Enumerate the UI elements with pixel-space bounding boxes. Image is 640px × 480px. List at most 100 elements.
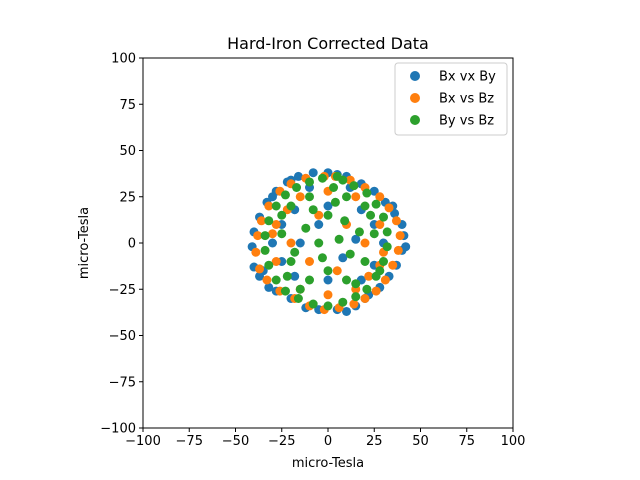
x-tick-label: 50 <box>412 434 429 449</box>
data-point <box>277 229 287 239</box>
data-point <box>314 238 324 248</box>
data-point <box>282 271 292 281</box>
data-point <box>317 253 327 263</box>
data-point <box>314 220 324 229</box>
data-points <box>247 168 411 316</box>
data-point <box>264 282 274 292</box>
data-point <box>271 220 281 229</box>
x-tick-label: 25 <box>366 434 383 449</box>
x-axis-label: micro-Tesla <box>292 456 364 471</box>
data-point <box>286 201 296 211</box>
data-point <box>369 229 379 239</box>
y-axis: −100 −75 −50 −25 0 25 50 75 100 <box>100 52 143 437</box>
y-tick-label: 0 <box>128 237 136 252</box>
data-point <box>251 247 261 257</box>
data-point <box>330 197 340 207</box>
data-point <box>351 279 361 289</box>
data-point <box>332 266 342 276</box>
data-point <box>290 271 300 281</box>
data-point <box>293 294 303 303</box>
x-tick-label: 75 <box>458 434 475 449</box>
x-tick-label: −100 <box>125 434 161 449</box>
data-point <box>338 175 348 185</box>
data-point <box>379 257 388 266</box>
data-point <box>305 177 314 187</box>
data-point <box>329 183 339 192</box>
data-point <box>360 257 370 266</box>
y-tick-label: −50 <box>109 329 136 344</box>
data-point <box>314 210 324 220</box>
legend-marker <box>410 115 420 125</box>
y-tick-label: 100 <box>111 52 136 67</box>
data-point <box>391 216 401 226</box>
legend-marker <box>410 93 420 103</box>
data-point <box>264 216 274 226</box>
legend-label: Bx vs Bz <box>439 92 494 107</box>
data-point <box>349 181 359 191</box>
data-point <box>338 253 348 263</box>
data-point <box>382 242 392 252</box>
data-point <box>292 183 302 192</box>
data-point <box>375 266 385 276</box>
legend-marker <box>410 71 420 81</box>
data-point <box>384 203 394 213</box>
data-point <box>375 220 385 229</box>
data-point <box>295 284 305 294</box>
data-point <box>286 257 296 266</box>
data-point <box>351 234 361 244</box>
data-point <box>280 286 290 296</box>
data-point <box>277 210 287 220</box>
data-point <box>379 212 388 222</box>
data-point <box>323 290 333 300</box>
data-point <box>393 245 403 255</box>
data-point <box>388 260 398 270</box>
data-point <box>293 171 303 181</box>
y-tick-label: −25 <box>109 283 136 298</box>
data-point <box>364 271 374 281</box>
data-point <box>371 199 381 209</box>
data-point <box>264 201 274 211</box>
data-point <box>301 223 311 233</box>
data-point <box>360 201 370 211</box>
data-point <box>382 227 392 237</box>
data-point <box>375 192 385 202</box>
data-point <box>345 249 355 259</box>
x-axis: −100 −75 −50 −25 0 25 50 75 100 <box>125 428 525 449</box>
data-point <box>305 257 314 266</box>
data-point <box>395 231 405 241</box>
data-point <box>323 201 333 211</box>
data-point <box>268 238 277 248</box>
data-point <box>271 275 281 285</box>
data-point <box>295 238 305 248</box>
legend: Bx vx By Bx vs Bz By vs Bz <box>394 62 508 136</box>
data-point <box>308 168 318 178</box>
data-point <box>268 192 277 202</box>
legend-label: By vs Bz <box>439 114 494 129</box>
data-point <box>323 266 333 276</box>
data-point <box>286 238 296 248</box>
data-point <box>280 190 290 200</box>
x-tick-label: 0 <box>324 434 332 449</box>
y-tick-label: −100 <box>100 422 136 437</box>
data-point <box>360 294 370 303</box>
data-point <box>260 245 270 255</box>
data-point <box>360 238 370 248</box>
data-point <box>290 247 300 257</box>
data-point <box>342 306 351 316</box>
data-point <box>264 260 274 270</box>
data-point <box>366 210 376 220</box>
y-tick-label: 50 <box>119 144 136 159</box>
data-point <box>308 299 318 309</box>
data-point <box>323 275 333 285</box>
x-tick-label: −25 <box>268 434 295 449</box>
x-tick-label: −75 <box>176 434 203 449</box>
data-point <box>334 234 344 244</box>
data-point <box>256 216 266 226</box>
data-point <box>271 201 281 211</box>
y-tick-label: 25 <box>119 190 136 205</box>
data-point <box>338 297 348 307</box>
data-point <box>351 292 361 302</box>
data-point <box>305 192 314 202</box>
data-point <box>268 229 277 239</box>
